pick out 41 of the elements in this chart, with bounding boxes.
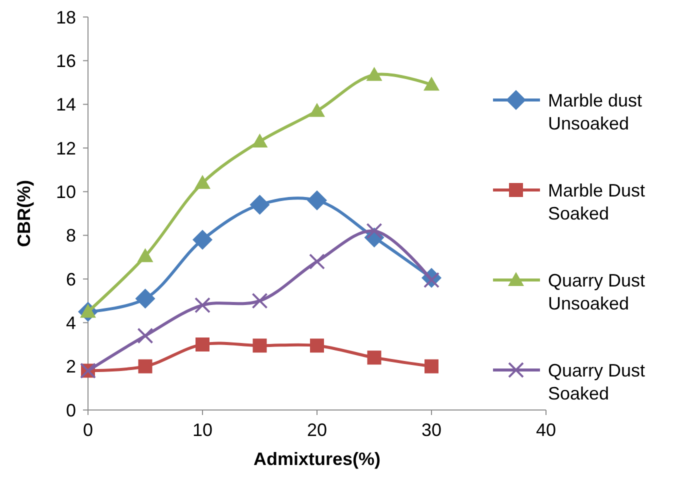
point [250, 194, 270, 215]
x-tick-label: 30 [421, 420, 442, 440]
point [424, 359, 438, 374]
point [192, 230, 212, 250]
y-tick-label: 18 [56, 7, 76, 28]
y-tick-label: 14 [56, 94, 76, 115]
x-axis-title: Admixtures(%) [253, 449, 381, 469]
point [135, 288, 156, 309]
y-tick-label: 6 [66, 269, 76, 290]
point [137, 248, 154, 262]
point [424, 76, 440, 91]
y-tick-label: 12 [56, 138, 76, 158]
y-tick-label: 16 [56, 50, 76, 71]
y-tick-label: 0 [66, 400, 76, 420]
legend-label: Quarry Dust Soaked [548, 360, 646, 404]
y-tick-label: 10 [56, 182, 76, 202]
point [309, 102, 325, 117]
x-tick-label: 10 [192, 420, 213, 440]
y-tick-label: 4 [66, 312, 76, 333]
point [252, 292, 268, 309]
point [367, 350, 382, 365]
point [252, 338, 267, 353]
legend-label: Marble Dust Soaked [548, 180, 646, 224]
point [194, 174, 210, 189]
x-tick-label: 0 [82, 420, 94, 440]
y-tick-label: 2 [66, 356, 76, 377]
y-tick-label: 8 [66, 226, 76, 246]
legend-label: Quarry Dust Unsoaked [548, 270, 646, 314]
point [366, 66, 382, 81]
point [309, 254, 325, 270]
point [307, 190, 327, 210]
point [194, 297, 210, 314]
point [137, 328, 154, 344]
x-tick-label: 20 [306, 420, 328, 440]
point [310, 338, 324, 353]
legend-label: Marble dust Unsoaked [548, 90, 642, 134]
point [138, 359, 152, 374]
point [252, 133, 268, 148]
y-axis-title: CBR(%) [14, 180, 34, 247]
point [196, 338, 210, 352]
x-tick-label: 40 [536, 420, 556, 440]
